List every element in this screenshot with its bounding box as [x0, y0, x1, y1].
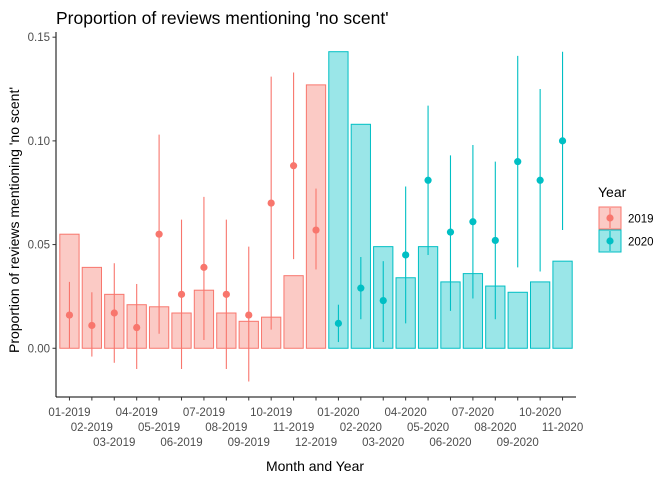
x-tick-label: 08-2020 [474, 422, 516, 434]
x-tick-label: 07-2020 [452, 407, 494, 419]
data-point [424, 176, 432, 184]
data-point [289, 162, 298, 170]
bar [417, 246, 439, 349]
legend-key-point [606, 214, 614, 222]
x-tick-label: 01-2020 [317, 407, 359, 419]
x-tick-label: 12-2019 [295, 437, 337, 449]
data-point [469, 218, 477, 226]
y-tick-label: 0.15 [28, 32, 50, 44]
x-tick-label: 07-2019 [183, 407, 225, 419]
legend: Year 2019 2020 [598, 184, 654, 253]
x-tick-label: 02-2019 [71, 422, 113, 434]
bar [283, 275, 304, 349]
bars-layer [59, 51, 573, 349]
x-tick-label: 02-2020 [340, 422, 382, 434]
chart-title: Proportion of reviews mentioning 'no sce… [56, 8, 389, 28]
bar [350, 123, 371, 349]
axes-layer: 0.00 0.05 0.10 0.15 01-2019 02-2019 03-2019 04-… [28, 32, 583, 449]
x-tick-label: 01-2019 [48, 407, 90, 419]
x-tick-label: 09-2020 [497, 437, 539, 449]
data-point [133, 323, 141, 332]
legend-label: 2019 [628, 214, 654, 226]
y-tick-label: 0.00 [28, 343, 50, 355]
data-point [334, 319, 343, 327]
data-point [514, 158, 522, 166]
x-tick-label: 06-2019 [160, 437, 202, 449]
data-point [110, 309, 118, 317]
data-point [357, 284, 365, 292]
data-point [536, 176, 544, 184]
bar [328, 51, 349, 349]
x-tick-label: 05-2019 [138, 422, 180, 434]
bar [552, 260, 573, 349]
data-point [267, 199, 275, 207]
bar [530, 281, 551, 349]
data-point [379, 296, 387, 305]
data-point [402, 251, 410, 259]
data-point [558, 137, 567, 145]
x-tick-label: 11-2020 [542, 422, 583, 434]
y-axis-label: Proportion of reviews mentioning 'no sce… [6, 87, 22, 353]
points-layer [65, 137, 567, 332]
legend-label: 2020 [628, 237, 654, 249]
x-tick-label: 05-2020 [407, 422, 449, 434]
x-tick-label: 11-2019 [273, 422, 314, 434]
data-point [222, 290, 230, 298]
bar [507, 291, 528, 349]
x-tick-label: 03-2020 [362, 437, 404, 449]
x-tick-label: 10-2020 [519, 407, 561, 419]
x-tick-label: 04-2020 [385, 407, 427, 419]
data-point [312, 226, 320, 234]
x-tick-label: 04-2019 [116, 407, 158, 419]
y-tick-label: 0.05 [28, 240, 50, 252]
x-tick-label: 03-2019 [93, 437, 135, 449]
y-tick-label: 0.10 [28, 136, 50, 148]
data-point [200, 263, 208, 271]
data-point [177, 290, 186, 298]
x-tick-label: 08-2019 [205, 422, 247, 434]
x-axis-label: Month and Year [266, 458, 364, 474]
legend-title: Year [598, 184, 627, 200]
data-point [65, 311, 74, 319]
data-point [245, 311, 253, 319]
data-point [155, 230, 163, 238]
data-point [491, 236, 499, 245]
legend-key-point [606, 237, 614, 245]
x-tick-label: 06-2020 [429, 437, 471, 449]
x-tick-label: 09-2019 [228, 437, 270, 449]
data-point [446, 228, 455, 236]
data-point [88, 321, 96, 330]
x-tick-label: 10-2019 [250, 407, 292, 419]
